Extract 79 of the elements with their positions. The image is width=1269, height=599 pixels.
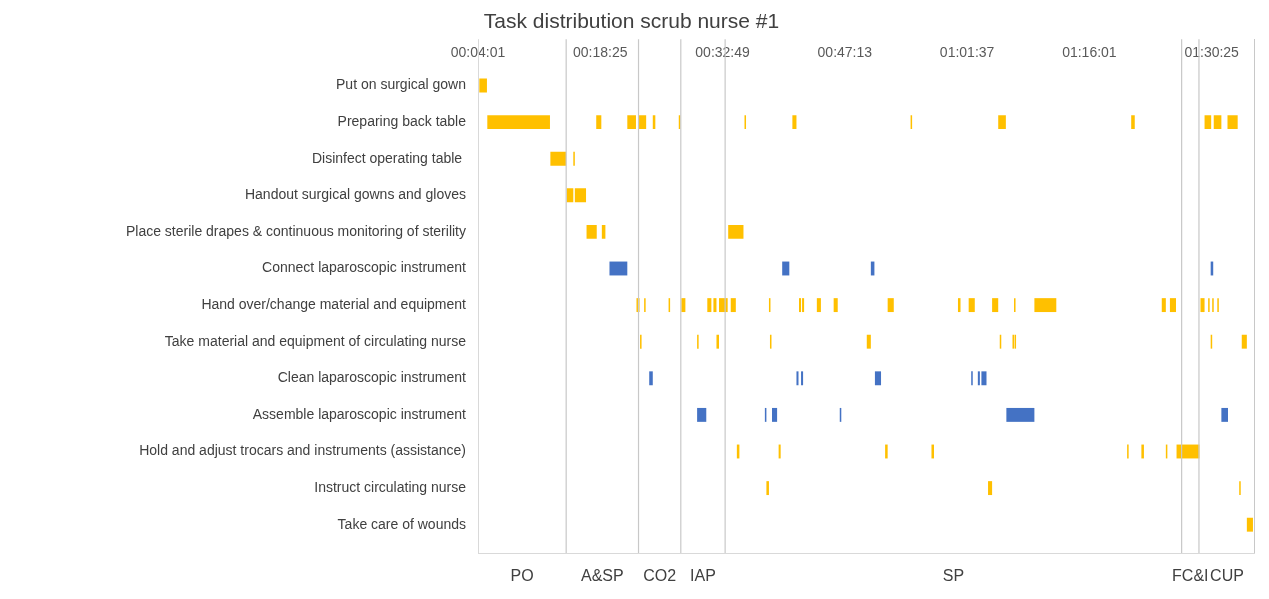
bar [697, 407, 707, 422]
bar [707, 298, 712, 313]
y-tick-label: Put on surgical gown [336, 76, 466, 93]
bar [801, 371, 804, 386]
y-tick-label: Hold and adjust trocars and instruments (assistance) [139, 442, 466, 459]
text: A&SP [581, 567, 624, 585]
y-tick-label: Instruct circulating nurse [314, 478, 467, 495]
bar [681, 298, 686, 313]
bar [566, 188, 574, 203]
bar [981, 371, 987, 386]
y-tick-label: Connect laparoscopic instrument [262, 259, 467, 276]
text: PO [510, 567, 534, 585]
bar [716, 334, 720, 349]
y-tick-label: Take material and equipment of circulating nurse [164, 332, 467, 349]
y-tick-label: Disinfect operating table [311, 149, 466, 166]
bar [487, 115, 550, 130]
x-tick-label: 01:16:01 [1062, 43, 1117, 60]
y-tick-label: Hand over/change material and equipment [201, 295, 467, 312]
bar [766, 481, 769, 496]
text: FC&I [1172, 567, 1209, 585]
bar [1204, 115, 1212, 130]
bar [1227, 115, 1238, 130]
y-tick-label: Handout surgical gowns and gloves [244, 186, 466, 203]
text: CUP [1210, 567, 1244, 585]
bar [1161, 298, 1166, 313]
chart-title: Task distribution scrub nurse #1 [483, 9, 780, 33]
x-tick-label: 00:04:01 [450, 43, 506, 60]
bar [609, 261, 628, 276]
bar [778, 444, 781, 459]
y-tick-label: Clean laparoscopic instrument [277, 369, 467, 386]
bar [992, 298, 999, 313]
bar [1006, 407, 1035, 422]
text: CO2 [643, 567, 677, 585]
bar [596, 115, 602, 130]
bar [998, 115, 1006, 130]
bar [728, 224, 744, 239]
bar [866, 334, 871, 349]
bar [627, 115, 636, 130]
x-tick-label: 00:32:49 [695, 43, 751, 60]
bar [988, 481, 993, 496]
bar [586, 224, 597, 239]
y-tick-label: Assemble laparoscopic instrument [252, 405, 467, 422]
bar [1131, 115, 1135, 130]
y-tick-label: Place sterile drapes & continuous monitoring of sterility [125, 222, 466, 239]
bar [1034, 298, 1057, 313]
bar [550, 151, 567, 166]
y-tick-label: Preparing back table [337, 112, 467, 129]
bar [1213, 115, 1222, 130]
bar [1221, 407, 1228, 422]
text: IAP [690, 567, 716, 585]
bar [772, 407, 778, 422]
text: SP [942, 567, 965, 585]
bar [816, 298, 821, 313]
x-tick-label: 01:30:25 [1184, 43, 1240, 60]
x-tick-label: 00:18:25 [573, 43, 628, 60]
bar [730, 298, 736, 313]
bar [713, 298, 717, 313]
bar [649, 371, 653, 386]
bar [833, 298, 838, 313]
bar [968, 298, 975, 313]
y-tick-label: Take care of wounds [337, 515, 466, 532]
bar [887, 298, 894, 313]
bar [479, 78, 487, 93]
x-tick-label: 00:47:13 [817, 43, 873, 60]
bar [1169, 298, 1177, 313]
bar [782, 261, 790, 276]
bar [574, 188, 587, 203]
bar [792, 115, 797, 130]
bar [931, 444, 935, 459]
bar [1141, 444, 1144, 459]
x-tick-label: 01:01:37 [939, 43, 995, 60]
bar [1200, 298, 1205, 313]
bar [1246, 517, 1253, 532]
bar [885, 444, 888, 459]
bar [957, 298, 961, 313]
bar [639, 115, 647, 130]
bar [796, 371, 799, 386]
bar [874, 371, 882, 386]
bar [1241, 334, 1247, 349]
